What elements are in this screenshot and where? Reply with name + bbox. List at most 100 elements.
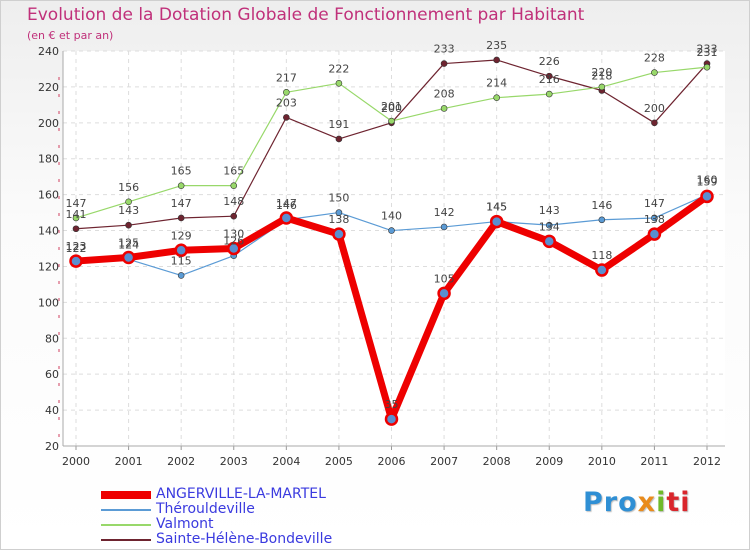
data-point-3 bbox=[545, 72, 553, 80]
data-point-2 bbox=[651, 69, 658, 76]
data-label-3: 143 bbox=[118, 204, 139, 217]
legend: ANGERVILLE-LA-MARTEL Thérouldeville Valmon… bbox=[101, 487, 332, 547]
data-label-1: 150 bbox=[328, 192, 349, 205]
data-point-1 bbox=[335, 209, 343, 216]
data-point-2 bbox=[545, 90, 553, 98]
data-label-3: 203 bbox=[276, 96, 297, 109]
x-tick-label: 2002 bbox=[167, 455, 195, 468]
y-tick-label: 60 bbox=[45, 368, 59, 381]
data-label-1: 160 bbox=[697, 174, 718, 187]
data-point-1 bbox=[545, 221, 553, 229]
data-point-3 bbox=[72, 225, 80, 233]
data-label-1: 140 bbox=[381, 210, 402, 223]
x-tick-label: 2000 bbox=[62, 455, 90, 468]
legend-swatch-3 bbox=[101, 538, 151, 541]
legend-swatch-1 bbox=[101, 508, 151, 511]
data-point-1 bbox=[177, 272, 185, 279]
data-label-3: 226 bbox=[539, 55, 560, 68]
data-point-2 bbox=[230, 182, 238, 189]
data-point-1 bbox=[440, 223, 448, 231]
data-point-1 bbox=[598, 216, 606, 224]
data-label-1: 122 bbox=[66, 242, 87, 255]
legend-item-0: ANGERVILLE-LA-MARTEL bbox=[101, 487, 332, 502]
data-point-3 bbox=[230, 212, 238, 220]
series-layer bbox=[69, 56, 714, 426]
data-label-2: 165 bbox=[223, 165, 244, 178]
data-point-2 bbox=[283, 88, 290, 96]
data-label-2: 222 bbox=[328, 62, 349, 75]
data-label-3: 200 bbox=[644, 102, 665, 115]
legend-label-0: ANGERVILLE-LA-MARTEL bbox=[156, 486, 326, 502]
proxiti-logo: Proxiti bbox=[583, 487, 691, 518]
data-point-2 bbox=[335, 80, 343, 87]
data-label-3: 218 bbox=[591, 70, 612, 83]
data-label-0: 147 bbox=[276, 197, 297, 210]
data-point-0 bbox=[489, 214, 504, 229]
y-tick-label: 100 bbox=[38, 296, 59, 309]
data-label-2: 147 bbox=[66, 197, 87, 210]
data-label-3: 235 bbox=[486, 39, 507, 52]
data-point-3 bbox=[335, 135, 343, 143]
data-point-0 bbox=[279, 211, 294, 225]
x-tick-label: 2005 bbox=[325, 455, 353, 468]
x-tick-label: 2009 bbox=[535, 455, 563, 468]
legend-item-1: Thérouldeville bbox=[101, 502, 332, 517]
data-label-3: 148 bbox=[223, 195, 244, 208]
data-label-0: 129 bbox=[171, 229, 192, 242]
x-tick-label: 2001 bbox=[115, 455, 143, 468]
data-label-1: 146 bbox=[276, 199, 297, 212]
data-label-1: 145 bbox=[486, 201, 507, 214]
legend-label-2: Valmont bbox=[156, 516, 214, 532]
data-point-0 bbox=[647, 227, 662, 241]
logo-part-x: x bbox=[637, 487, 657, 518]
data-point-2 bbox=[440, 105, 448, 112]
data-point-0 bbox=[227, 241, 241, 256]
y-tick-label: 120 bbox=[38, 260, 59, 273]
data-point-2 bbox=[598, 83, 606, 91]
x-tick-label: 2004 bbox=[272, 455, 300, 468]
y-tick-label: 20 bbox=[45, 440, 59, 453]
x-tick-label: 2012 bbox=[693, 455, 721, 468]
data-label-0: 159 bbox=[697, 175, 718, 188]
data-point-3 bbox=[651, 119, 658, 127]
data-point-2 bbox=[177, 182, 185, 189]
data-labels: 141 143 147 148 203 191 200 233 235 226 218 200 233 1… bbox=[66, 39, 718, 411]
data-point-0 bbox=[174, 243, 188, 258]
legend-label-3: Sainte-Hélène-Bondeville bbox=[156, 531, 333, 547]
x-tick-label: 2006 bbox=[378, 455, 406, 468]
data-label-2: 208 bbox=[434, 87, 455, 100]
data-point-0 bbox=[332, 227, 346, 241]
y-tick-label: 160 bbox=[38, 189, 59, 202]
data-label-3: 233 bbox=[697, 43, 718, 56]
legend-swatch-2 bbox=[101, 523, 151, 526]
data-label-2: 165 bbox=[171, 165, 192, 178]
data-label-0: 130 bbox=[223, 228, 244, 241]
data-label-0: 134 bbox=[539, 220, 560, 233]
y-tick-label: 200 bbox=[38, 117, 59, 130]
data-label-2: 228 bbox=[644, 52, 665, 65]
x-tick-label: 2011 bbox=[640, 455, 668, 468]
logo-part-pro: Pro bbox=[583, 487, 638, 518]
data-label-1: 142 bbox=[434, 206, 455, 219]
data-label-0: 138 bbox=[328, 213, 349, 226]
data-label-1: 115 bbox=[171, 254, 192, 267]
x-tick-label: 2007 bbox=[430, 455, 458, 468]
data-point-3 bbox=[493, 56, 500, 64]
data-point-0 bbox=[384, 412, 399, 426]
data-point-2 bbox=[703, 63, 711, 71]
data-label-3: 141 bbox=[66, 208, 87, 221]
y-tick-label: 220 bbox=[38, 81, 59, 94]
legend-label-1: Thérouldeville bbox=[156, 501, 255, 517]
legend-item-3: Sainte-Hélène-Bondeville bbox=[101, 532, 332, 547]
data-point-3 bbox=[283, 114, 290, 121]
data-label-0: 123 bbox=[66, 240, 87, 253]
chart-subtitle: (en € et par an) bbox=[27, 29, 114, 42]
y-tick-label: 140 bbox=[38, 225, 59, 238]
data-label-2: 220 bbox=[591, 66, 612, 79]
data-label-1: 147 bbox=[644, 197, 665, 210]
data-label-0: 35 bbox=[385, 398, 399, 411]
y-tick-label: 180 bbox=[38, 153, 59, 166]
data-label-2: 217 bbox=[276, 71, 297, 84]
